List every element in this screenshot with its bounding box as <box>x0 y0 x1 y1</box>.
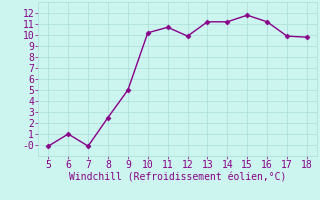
X-axis label: Windchill (Refroidissement éolien,°C): Windchill (Refroidissement éolien,°C) <box>69 173 286 183</box>
